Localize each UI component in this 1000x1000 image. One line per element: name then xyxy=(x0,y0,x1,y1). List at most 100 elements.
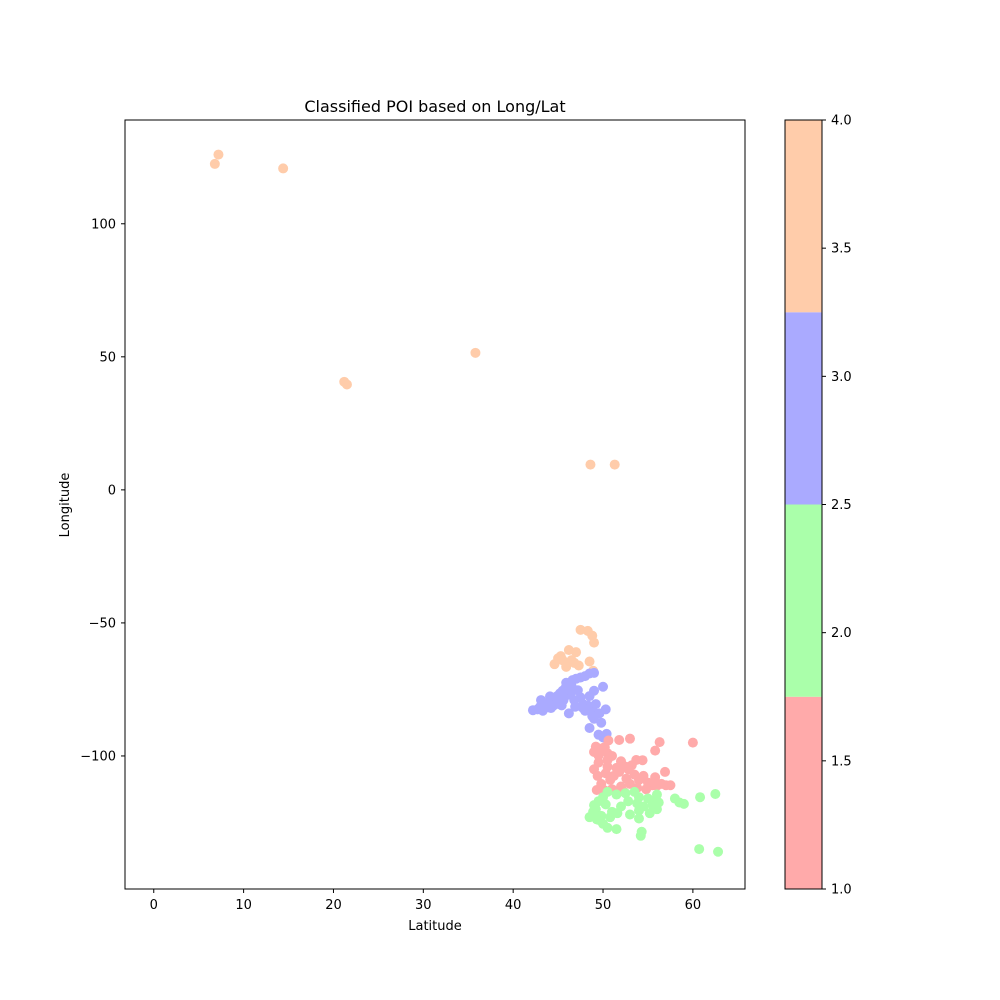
x-axis: 0 10 20 30 40 50 60 xyxy=(150,889,702,913)
x-tick-label: 40 xyxy=(505,898,522,913)
data-point-class-1 xyxy=(620,761,631,772)
colorbar-tick-label: 4.0 xyxy=(831,114,852,129)
data-point-class-1 xyxy=(650,772,661,783)
colorbar-segment-class-2 xyxy=(785,504,822,697)
data-point-class-4 xyxy=(209,158,220,169)
data-point-class-1 xyxy=(665,780,676,791)
colorbar-tick-label: 2.5 xyxy=(831,498,852,513)
data-point-class-3 xyxy=(563,708,574,719)
data-point-class-1 xyxy=(614,734,625,745)
data-point-class-3 xyxy=(594,708,605,719)
x-tick-label: 50 xyxy=(595,898,612,913)
data-point-class-1 xyxy=(605,774,616,785)
data-point-class-4 xyxy=(549,659,560,670)
data-point-class-3 xyxy=(584,723,595,734)
y-tick-label: −100 xyxy=(80,749,116,764)
data-point-class-4 xyxy=(278,163,289,174)
data-point-class-2 xyxy=(713,846,724,857)
x-tick-label: 60 xyxy=(685,898,702,913)
data-point-class-3 xyxy=(596,717,607,728)
x-tick-label: 30 xyxy=(415,898,432,913)
data-point-class-3 xyxy=(598,681,609,692)
y-tick-label: 50 xyxy=(99,350,116,365)
data-point-class-4 xyxy=(609,459,620,470)
x-tick-label: 0 xyxy=(150,898,158,913)
plot-frame xyxy=(124,119,746,890)
data-point-class-3 xyxy=(537,705,548,716)
data-point-class-4 xyxy=(589,637,600,648)
y-axis: −100 −50 0 50 100 xyxy=(80,217,125,764)
colorbar-tick-label: 3.0 xyxy=(831,370,852,385)
data-point-class-1 xyxy=(641,784,652,795)
y-axis-label: Longitude xyxy=(58,473,73,538)
data-point-class-4 xyxy=(563,645,574,656)
y-tick-label: −50 xyxy=(89,616,116,631)
data-point-class-4 xyxy=(470,347,481,358)
data-point-class-2 xyxy=(588,806,599,817)
colorbar-tick-label: 1.0 xyxy=(831,883,852,898)
data-point-class-1 xyxy=(602,754,613,765)
data-point-class-2 xyxy=(633,813,644,824)
data-point-class-2 xyxy=(694,844,705,855)
x-tick-label: 10 xyxy=(235,898,252,913)
data-point-class-2 xyxy=(623,796,634,807)
data-point-class-2 xyxy=(629,786,640,797)
colorbar-segment-class-4 xyxy=(785,120,822,313)
colorbar: 1.0 1.5 2.0 2.5 3.0 3.5 4.0 xyxy=(784,114,852,898)
data-point-class-3 xyxy=(545,691,556,702)
data-point-class-2 xyxy=(620,788,631,799)
data-point-class-2 xyxy=(632,798,643,809)
data-point-class-1 xyxy=(654,737,665,748)
data-point-class-1 xyxy=(637,755,648,766)
data-point-class-2 xyxy=(605,812,616,823)
data-point-class-2 xyxy=(611,824,622,835)
data-point-class-4 xyxy=(561,661,572,672)
data-point-class-1 xyxy=(593,750,604,761)
data-point-class-2 xyxy=(710,789,721,800)
data-point-class-3 xyxy=(577,702,588,713)
data-point-class-2 xyxy=(600,799,611,810)
x-axis-label: Latitude xyxy=(408,919,462,934)
data-point-class-2 xyxy=(624,809,635,820)
data-point-class-1 xyxy=(651,780,662,791)
data-point-class-2 xyxy=(602,822,613,833)
data-point-class-4 xyxy=(584,656,595,667)
data-point-class-3 xyxy=(589,685,600,696)
data-point-class-2 xyxy=(591,814,602,825)
data-point-class-3 xyxy=(547,701,558,712)
data-point-class-2 xyxy=(635,830,646,841)
data-point-class-1 xyxy=(599,742,610,753)
colorbar-tick-label: 3.5 xyxy=(831,242,852,257)
data-point-class-3 xyxy=(590,699,601,710)
colorbar-segment-class-3 xyxy=(785,312,822,505)
data-point-class-2 xyxy=(653,797,664,808)
data-point-class-3 xyxy=(572,685,583,696)
data-point-class-1 xyxy=(611,762,622,773)
colorbar-tick-label: 2.0 xyxy=(831,626,852,641)
data-point-class-4 xyxy=(341,379,352,390)
y-tick-label: 100 xyxy=(91,217,116,232)
colorbar-segment-class-1 xyxy=(785,696,822,889)
data-point-class-1 xyxy=(660,766,671,777)
data-point-class-4 xyxy=(555,651,566,662)
colorbar-tick-label: 1.5 xyxy=(831,754,852,769)
data-point-class-2 xyxy=(695,792,706,803)
data-point-class-1 xyxy=(624,733,635,744)
data-point-class-1 xyxy=(638,770,649,781)
data-point-class-4 xyxy=(569,657,580,668)
y-tick-label: 0 xyxy=(108,483,116,498)
data-point-class-2 xyxy=(644,808,655,819)
data-point-class-1 xyxy=(596,778,607,789)
data-point-class-4 xyxy=(585,459,596,470)
data-point-class-1 xyxy=(650,745,661,756)
plot-area: 0 10 20 30 40 50 60 −100 −50 0 50 100 xyxy=(80,119,746,913)
data-point-class-1 xyxy=(687,737,698,748)
data-point-class-1 xyxy=(592,770,603,781)
data-point-class-4 xyxy=(213,149,224,160)
data-point-class-3 xyxy=(589,667,600,678)
points-layer xyxy=(209,149,724,857)
data-point-class-2 xyxy=(611,789,622,800)
data-point-class-2 xyxy=(678,798,689,809)
